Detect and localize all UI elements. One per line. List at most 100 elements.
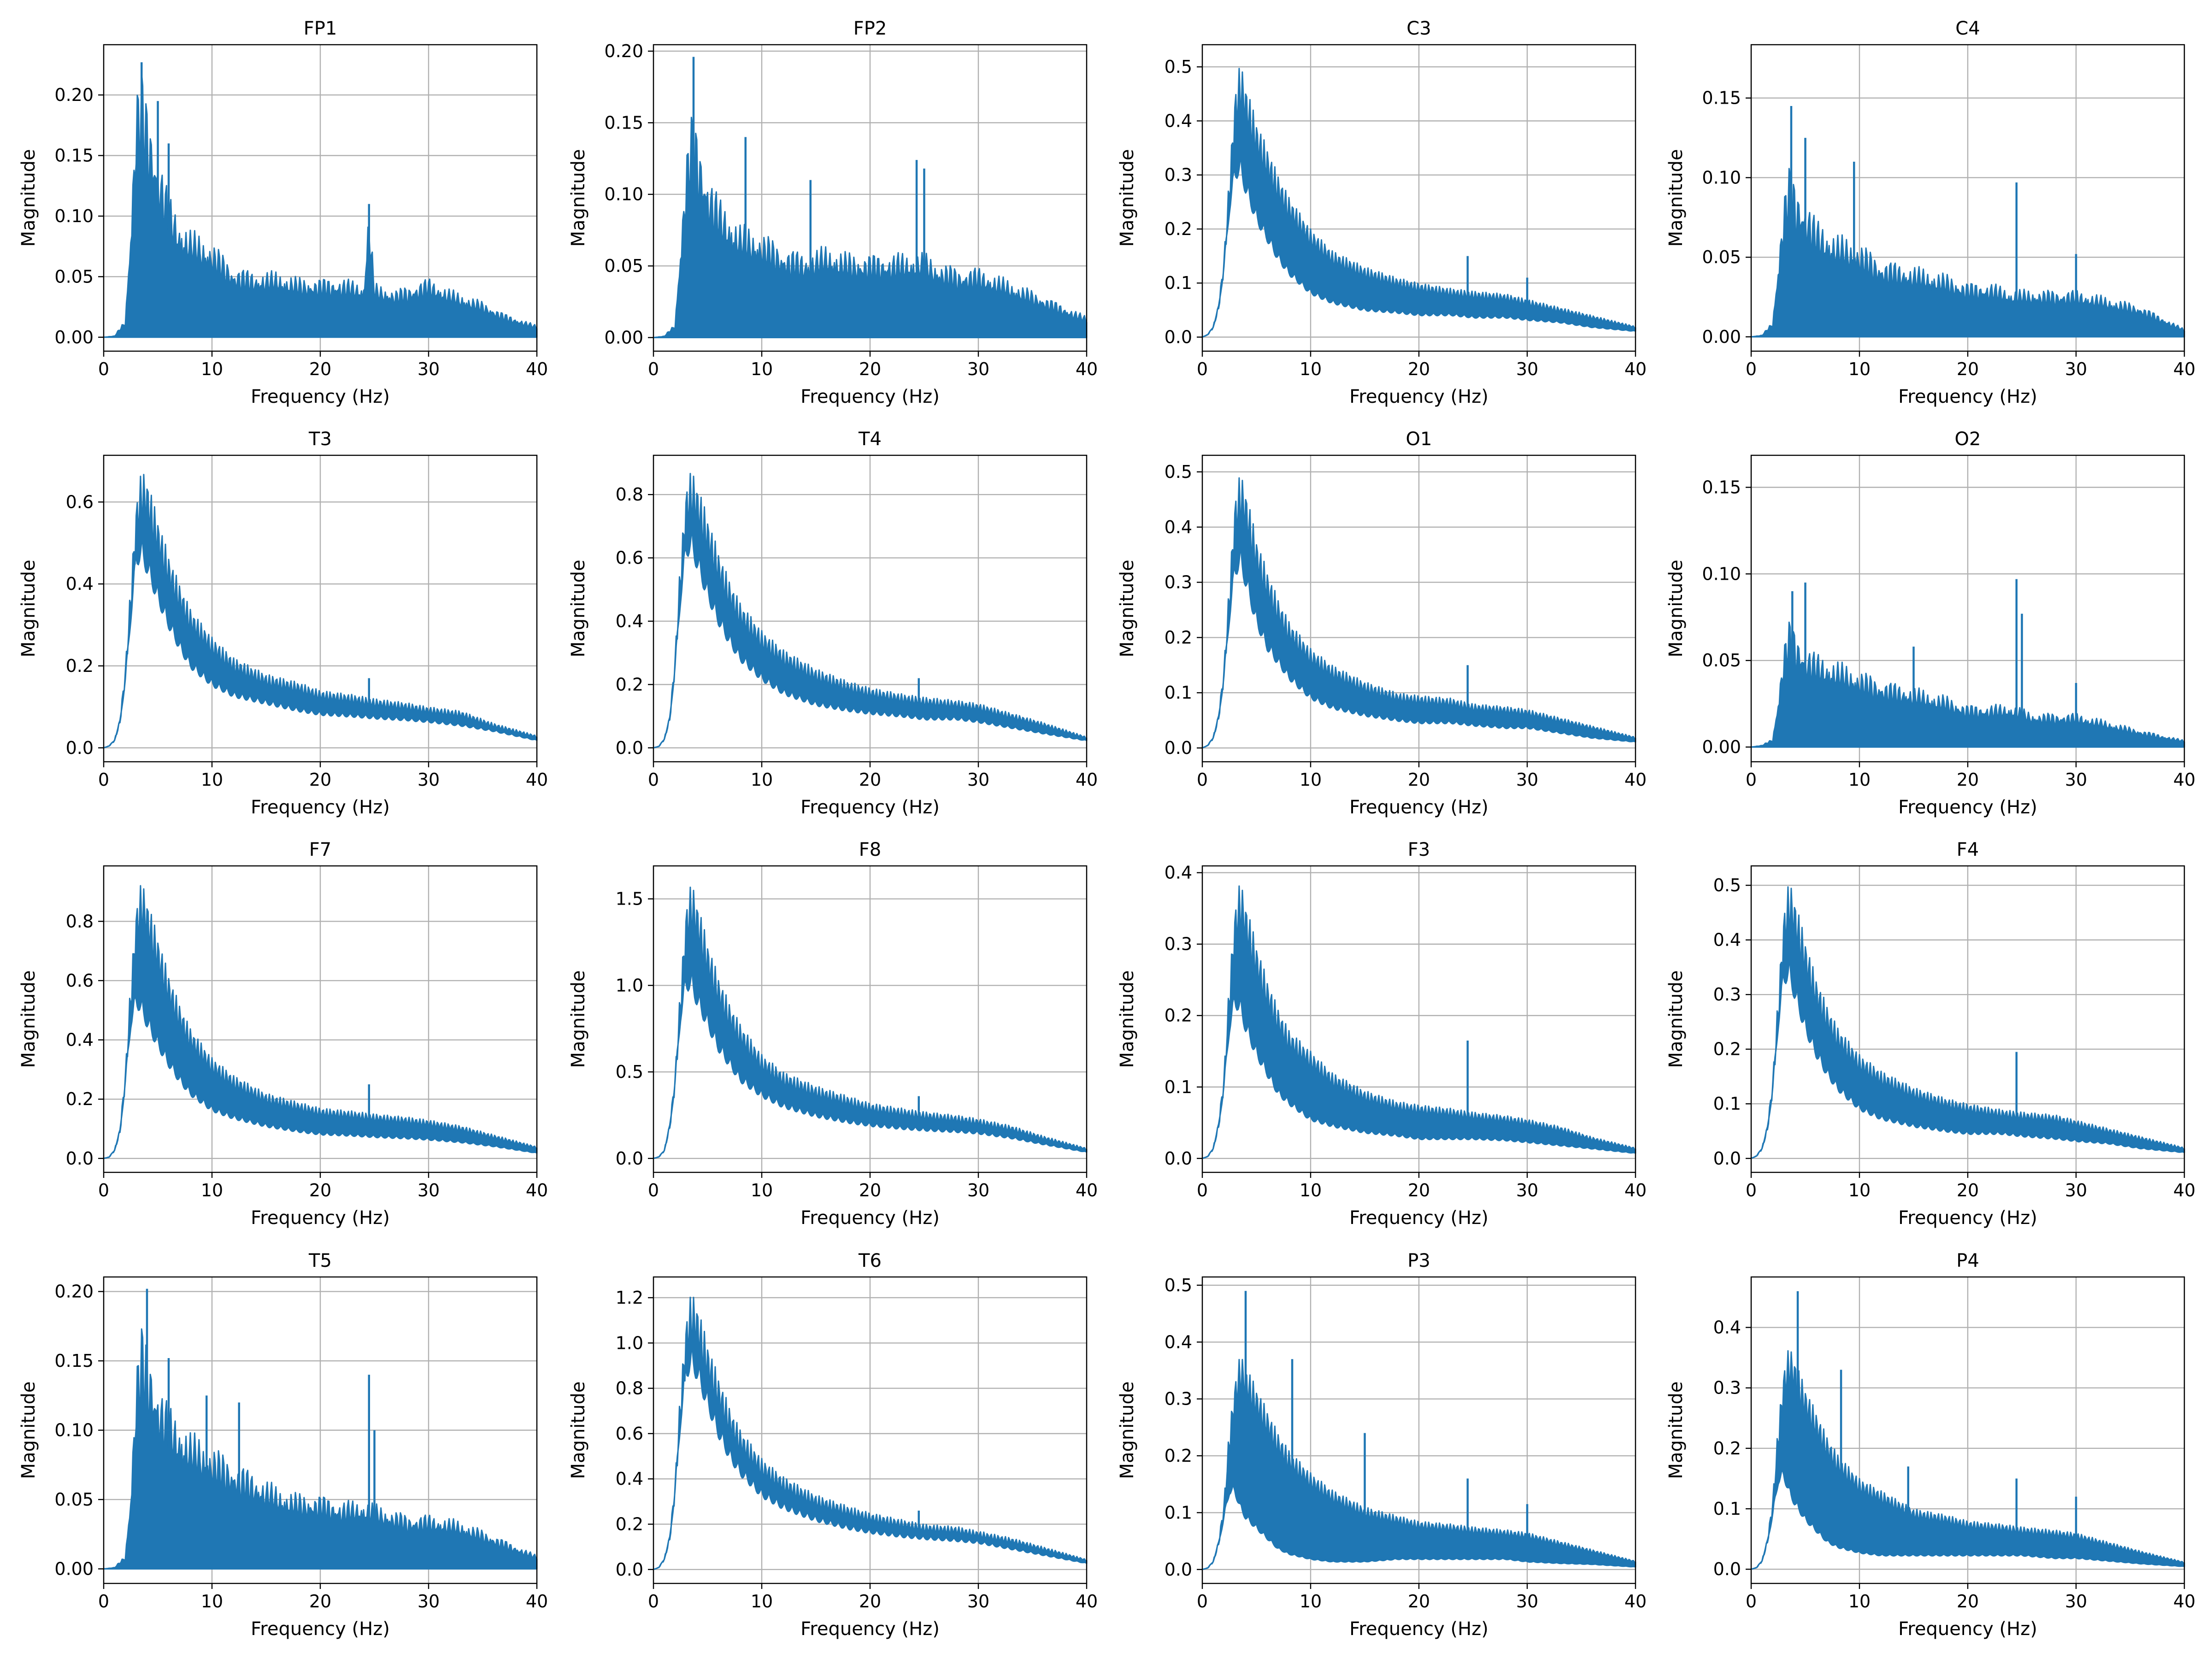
- x-tick-label: 30: [418, 1591, 440, 1612]
- y-tick-label: 0.8: [616, 484, 643, 505]
- y-tick-label: 1.5: [616, 889, 643, 909]
- y-tick-label: 0.1: [1713, 1094, 1741, 1114]
- subplot-p3: 0 10 20 30 40 0.0 0.1 0.2 0.3 0.4 0.5 P3 Frequency (…: [1117, 1250, 1647, 1640]
- y-axis-label: Magnitude: [1665, 149, 1687, 247]
- x-tick-label: 0: [1746, 770, 1757, 790]
- y-tick-label: 0.4: [1165, 863, 1192, 883]
- y-tick-label: 1.0: [616, 1333, 643, 1353]
- y-tick-label: 0.2: [66, 1089, 94, 1109]
- y-tick-label: 0.2: [1713, 1438, 1741, 1459]
- y-tick-label: 0.8: [616, 1378, 643, 1399]
- x-tick-label: 20: [859, 359, 881, 379]
- y-tick-label: 0.5: [1165, 462, 1192, 482]
- y-tick-label: 0.05: [1702, 650, 1741, 671]
- x-tick-label: 30: [2065, 1591, 2087, 1612]
- y-tick-label: 0.4: [66, 574, 94, 594]
- x-tick-label: 30: [418, 359, 440, 379]
- y-tick-label: 0.00: [604, 327, 643, 347]
- y-tick-label: 0.2: [616, 674, 643, 694]
- subplot-f4: 0 10 20 30 40 0.0 0.1 0.2 0.3 0.4 0.5 F4 Frequency (…: [1665, 839, 2195, 1229]
- y-axis-label: Magnitude: [1665, 971, 1687, 1068]
- x-tick-label: 0: [1197, 1591, 1208, 1612]
- subplot-title: F4: [1957, 839, 1979, 860]
- subplot-t6: 0 10 20 30 40 0.0 0.2 0.4 0.6 0.8 1.0 1.2 T6 Frequenc…: [568, 1250, 1098, 1640]
- y-tick-label: 0.4: [1713, 930, 1741, 950]
- subplot-fp2: 0 10 20 30 40 0.00 0.05 0.10 0.15 0.20 FP2 Frequenc…: [568, 18, 1098, 407]
- x-axis-label: Frequency (Hz): [1349, 797, 1488, 818]
- subplot-title: O2: [1955, 429, 1981, 450]
- x-tick-label: 30: [2065, 770, 2087, 790]
- x-tick-label: 40: [1076, 1591, 1098, 1612]
- subplot-title: F3: [1408, 839, 1430, 860]
- y-tick-label: 0.20: [604, 41, 643, 61]
- x-tick-label: 20: [309, 359, 331, 379]
- subplot-t4: 0 10 20 30 40 0.0 0.2 0.4 0.6 0.8 T4 Frequency (Hz)…: [568, 429, 1098, 818]
- x-tick-label: 10: [201, 1591, 223, 1612]
- y-tick-label: 0.8: [66, 911, 94, 931]
- x-tick-label: 20: [859, 1180, 881, 1200]
- x-tick-label: 30: [967, 770, 989, 790]
- y-tick-label: 0.4: [616, 1469, 643, 1489]
- y-axis-label: Magnitude: [18, 971, 39, 1068]
- y-tick-label: 0.0: [616, 738, 643, 758]
- x-tick-label: 10: [201, 770, 223, 790]
- y-tick-label: 0.0: [1713, 1148, 1741, 1169]
- y-tick-label: 0.1: [1165, 273, 1192, 293]
- y-tick-label: 0.2: [1165, 627, 1192, 647]
- x-tick-label: 30: [2065, 359, 2087, 379]
- x-axis-label: Frequency (Hz): [1349, 386, 1488, 407]
- y-tick-label: 0.6: [66, 971, 94, 991]
- y-tick-label: 0.05: [54, 1489, 94, 1510]
- x-tick-label: 20: [1408, 359, 1430, 379]
- y-tick-label: 0.05: [604, 256, 643, 276]
- x-tick-label: 20: [1957, 359, 1979, 379]
- x-tick-label: 0: [648, 359, 659, 379]
- x-axis-label: Frequency (Hz): [1898, 1207, 2037, 1229]
- y-tick-label: 0.3: [1713, 984, 1741, 1005]
- x-tick-label: 30: [418, 1180, 440, 1200]
- x-tick-label: 10: [201, 359, 223, 379]
- subplot-title: T3: [308, 429, 332, 450]
- x-tick-label: 40: [2173, 1591, 2195, 1612]
- x-axis-label: Frequency (Hz): [800, 797, 940, 818]
- subplot-title: T6: [858, 1250, 882, 1271]
- y-tick-label: 0.3: [1165, 165, 1192, 185]
- x-tick-label: 40: [1076, 1180, 1098, 1200]
- x-axis-label: Frequency (Hz): [800, 1207, 940, 1229]
- y-tick-label: 0.0: [66, 1148, 94, 1169]
- y-tick-label: 0.0: [1165, 327, 1192, 347]
- y-tick-label: 0.10: [1702, 167, 1741, 188]
- subplot-o2: 0 10 20 30 40 0.00 0.05 0.10 0.15 O2 Frequency (Hz…: [1665, 429, 2195, 818]
- subplot-title: C4: [1955, 18, 1980, 39]
- x-tick-label: 30: [418, 770, 440, 790]
- y-tick-label: 0.0: [1165, 1148, 1192, 1169]
- y-axis-label: Magnitude: [1665, 1382, 1687, 1479]
- x-tick-label: 20: [1957, 770, 1979, 790]
- y-tick-label: 0.4: [66, 1030, 94, 1050]
- x-tick-label: 20: [859, 770, 881, 790]
- y-tick-label: 0.4: [1165, 517, 1192, 537]
- x-tick-label: 30: [2065, 1180, 2087, 1200]
- y-tick-label: 0.20: [54, 1282, 94, 1302]
- y-axis-label: Magnitude: [1117, 1382, 1138, 1479]
- y-tick-label: 1.2: [616, 1288, 643, 1308]
- y-tick-label: 0.1: [1165, 682, 1192, 703]
- y-tick-label: 0.5: [1165, 57, 1192, 77]
- y-tick-label: 0.00: [1702, 737, 1741, 757]
- x-tick-label: 40: [526, 770, 548, 790]
- subplot-fp1: 0 10 20 30 40 0.00 0.05 0.10 0.15 0.20 FP1 Frequenc…: [18, 18, 548, 407]
- x-axis-label: Frequency (Hz): [251, 1207, 390, 1229]
- x-tick-label: 30: [967, 1180, 989, 1200]
- x-tick-label: 40: [526, 1591, 548, 1612]
- y-tick-label: 0.15: [54, 146, 94, 166]
- subplot-t5: 0 10 20 30 40 0.00 0.05 0.10 0.15 0.20 T5 Frequency…: [18, 1250, 548, 1640]
- y-tick-label: 0.3: [1713, 1378, 1741, 1398]
- x-tick-label: 0: [648, 1591, 659, 1612]
- x-tick-label: 0: [98, 359, 109, 379]
- x-tick-label: 0: [1746, 1180, 1757, 1200]
- y-tick-label: 0.2: [616, 1514, 643, 1534]
- subplot-f7: 0 10 20 30 40 0.0 0.2 0.4 0.6 0.8 F7 Frequency (Hz)…: [18, 839, 548, 1229]
- y-axis-label: Magnitude: [18, 1382, 39, 1479]
- y-tick-label: 0.2: [1165, 1446, 1192, 1466]
